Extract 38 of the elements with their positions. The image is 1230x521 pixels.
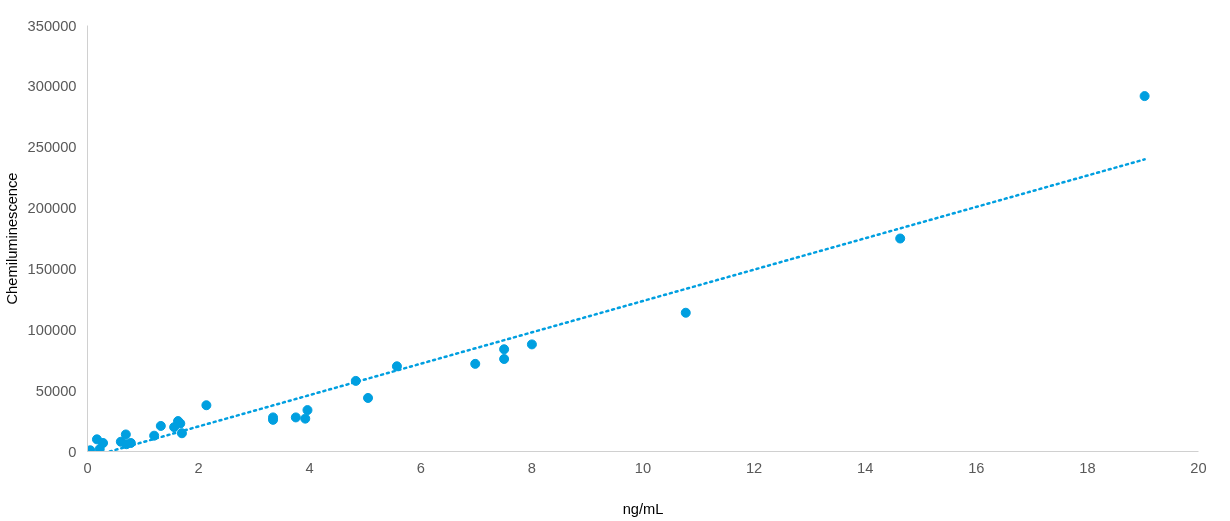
point xyxy=(302,405,313,416)
y-tick-label: 350000 xyxy=(27,17,77,34)
point xyxy=(290,412,301,423)
x-tick-label: 18 xyxy=(1079,459,1096,476)
point xyxy=(155,420,166,431)
x-tick-label: 12 xyxy=(745,459,763,476)
y-tick-label: 50000 xyxy=(35,382,77,399)
x-tick-label: 20 xyxy=(1190,459,1207,476)
x-tick-label: 0 xyxy=(83,459,92,476)
point xyxy=(470,358,481,369)
y-axis-title: Chemiluminescence xyxy=(3,172,20,305)
point xyxy=(1139,91,1150,102)
x-axis-title: ng/mL xyxy=(622,500,664,517)
point xyxy=(391,361,402,372)
point xyxy=(300,413,311,424)
point xyxy=(87,445,96,452)
point xyxy=(680,307,691,318)
point xyxy=(499,344,510,355)
y-tick-label: 0 xyxy=(68,443,77,460)
point xyxy=(363,392,374,403)
y-tick-label: 200000 xyxy=(27,200,77,217)
y-tick-label: 100000 xyxy=(27,321,77,338)
y-tick-label: 250000 xyxy=(27,139,77,156)
point xyxy=(526,339,537,350)
point xyxy=(201,400,212,411)
x-tick-label: 14 xyxy=(857,459,874,476)
point xyxy=(98,437,109,448)
x-tick-label: 16 xyxy=(968,459,985,476)
x-tick-label: 4 xyxy=(305,459,314,476)
point xyxy=(895,233,906,244)
y-tick-label: 150000 xyxy=(27,260,77,277)
point xyxy=(120,429,131,440)
x-tick-label: 2 xyxy=(194,459,203,476)
y-tick-label: 300000 xyxy=(27,78,77,95)
x-tick-label: 6 xyxy=(416,459,425,476)
point xyxy=(499,354,510,364)
x-tick-label: 8 xyxy=(527,459,536,476)
x-tick-label: 10 xyxy=(634,459,652,476)
